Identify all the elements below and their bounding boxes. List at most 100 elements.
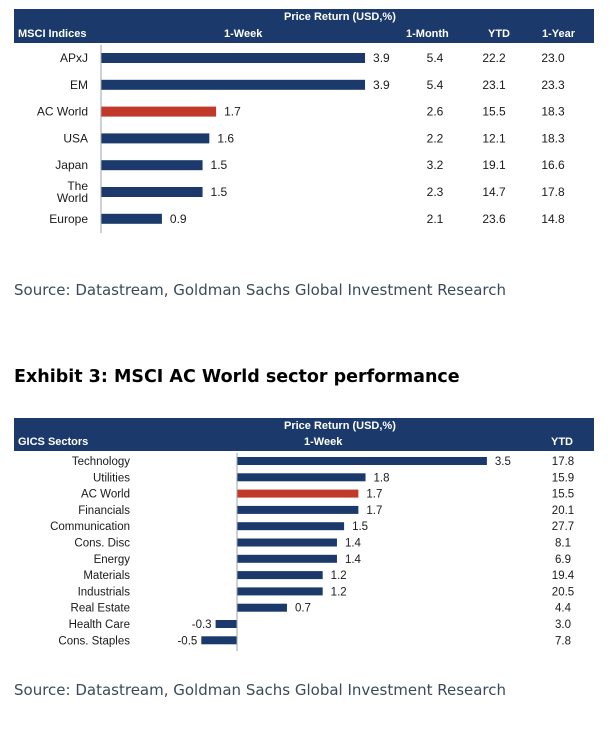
bar-value-label: 1.8 (374, 472, 390, 484)
category-label: Europe (49, 212, 88, 226)
exhibit3-title: Exhibit 3: MSCI AC World sector performa… (14, 367, 460, 387)
table-cell: 23.0 (541, 51, 565, 65)
bar (101, 133, 210, 144)
category-label: APxJ (60, 51, 88, 65)
table-cell: 18.3 (541, 105, 565, 119)
bar (101, 187, 203, 197)
table-cell: 12.1 (482, 131, 506, 145)
category-label: Japan (55, 158, 88, 172)
bar (101, 79, 366, 90)
table-cell: 4.4 (555, 603, 572, 615)
bar (237, 505, 359, 514)
bar-value-label: 3.9 (373, 51, 390, 65)
category-label: World (57, 191, 88, 205)
bar (237, 473, 366, 482)
category-label: Utilities (93, 472, 130, 484)
table-cell: 2.2 (427, 131, 444, 145)
table-cell: 6.9 (555, 554, 571, 566)
category-label: Technology (72, 456, 130, 468)
table-cell: 17.8 (552, 456, 574, 468)
table-cell: 8.1 (555, 538, 571, 550)
bar (215, 620, 237, 628)
table-cell: 3.0 (555, 619, 571, 631)
category-label: EM (70, 78, 88, 92)
table-cell: 15.5 (482, 105, 506, 119)
chart2-row-header: GICS Sectors (18, 436, 89, 448)
chart1-plot: APxJ 3.9 5.4 22.2 23.0 EM 3.9 5.4 23.1 23.3 AC Wor… (37, 45, 565, 233)
chart2-plot: Technology 3.5 17.8 Utilities 1.8 15.9 AC Worl… (50, 453, 575, 651)
category-label: USA (63, 131, 88, 145)
category-label: AC World (81, 489, 130, 501)
category-label: Industrials (78, 586, 131, 598)
bar-value-label: 1.5 (211, 158, 228, 172)
table-cell: 20.5 (552, 586, 574, 598)
table-cell: 2.6 (427, 105, 444, 119)
chart1-row-header: MSCI Indices (18, 28, 87, 40)
table-cell: 2.3 (427, 185, 444, 199)
chart1-col-1week: 1-Week (224, 28, 263, 40)
bar-value-label: 1.7 (224, 105, 241, 119)
table-cell: 20.1 (552, 505, 574, 517)
table-cell: 7.8 (555, 635, 571, 647)
category-label: Materials (83, 570, 130, 582)
bar-value-label: -0.5 (177, 635, 197, 647)
chart2-source: Source: Datastream, Goldman Sachs Global… (14, 681, 507, 699)
bar (237, 538, 337, 547)
bar (237, 571, 323, 580)
category-label: AC World (37, 105, 88, 119)
category-label: The (67, 179, 88, 193)
bar-value-label: 1.5 (352, 521, 368, 533)
table-cell: 3.2 (427, 158, 444, 172)
table-cell: 5.4 (427, 51, 444, 65)
chart2-header-group: Price Return (USD,%) (284, 420, 396, 432)
table-cell: 14.8 (541, 212, 565, 226)
category-label: Cons. Staples (58, 635, 130, 647)
table-cell: 23.1 (482, 78, 506, 92)
chart1-col-ytd: YTD (488, 28, 510, 40)
table-cell: 17.8 (541, 185, 565, 199)
table-cell: 15.9 (552, 472, 574, 484)
bar (237, 489, 359, 498)
bar (101, 160, 203, 171)
bar (201, 636, 237, 645)
bar-value-label: 1.6 (217, 131, 234, 145)
bar (237, 554, 337, 563)
chart1-col-1month: 1-Month (406, 28, 449, 40)
bar (101, 106, 217, 117)
table-cell: 22.2 (482, 51, 506, 65)
bar (101, 213, 162, 224)
bar-value-label: 0.7 (295, 603, 311, 615)
category-label: Energy (94, 554, 131, 566)
table-cell: 15.5 (552, 489, 574, 501)
chart1-header: Price Return (USD,%) MSCI Indices 1-Week… (14, 9, 594, 43)
category-label: Real Estate (71, 603, 130, 615)
table-cell: 27.7 (552, 521, 574, 533)
category-label: Communication (50, 521, 130, 533)
table-cell: 18.3 (541, 131, 565, 145)
table-cell: 2.1 (427, 212, 444, 226)
chart2-header: Price Return (USD,%) GICS Sectors 1-Week… (14, 418, 594, 451)
bar (237, 522, 345, 531)
category-label: Cons. Disc (74, 538, 130, 550)
bar (101, 53, 366, 63)
bar-value-label: -0.3 (192, 619, 212, 631)
bar-value-label: 1.7 (366, 489, 382, 501)
table-cell: 14.7 (482, 185, 506, 199)
table-cell: 23.6 (482, 212, 506, 226)
chart2-col-ytd: YTD (551, 436, 573, 448)
bar-value-label: 1.2 (331, 586, 347, 598)
bar-value-label: 1.7 (366, 505, 382, 517)
bar-value-label: 3.9 (373, 78, 390, 92)
bar (237, 457, 487, 465)
chart2-col-1week: 1-Week (304, 436, 343, 448)
chart1-source: Source: Datastream, Goldman Sachs Global… (14, 281, 507, 299)
bar (237, 587, 323, 596)
table-cell: 19.4 (552, 570, 575, 582)
category-label: Health Care (69, 619, 130, 631)
bar-value-label: 1.4 (345, 538, 362, 550)
chart1-header-group: Price Return (USD,%) (284, 11, 396, 23)
bar-value-label: 1.5 (211, 185, 228, 199)
bar (237, 603, 287, 612)
table-cell: 16.6 (541, 158, 565, 172)
bar-value-label: 1.4 (345, 554, 362, 566)
